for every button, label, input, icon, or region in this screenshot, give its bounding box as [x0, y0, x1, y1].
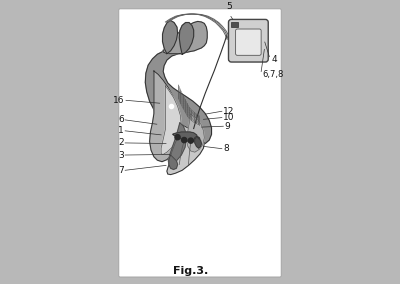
Polygon shape — [150, 71, 181, 162]
Text: 9: 9 — [224, 122, 230, 131]
Bar — [231, 22, 238, 28]
Polygon shape — [173, 132, 198, 141]
Circle shape — [194, 137, 200, 142]
Text: 10: 10 — [223, 113, 234, 122]
Polygon shape — [186, 114, 204, 152]
Polygon shape — [145, 50, 212, 144]
Circle shape — [175, 135, 180, 140]
FancyBboxPatch shape — [119, 9, 281, 277]
Text: 8: 8 — [223, 144, 229, 153]
Text: 7: 7 — [118, 166, 124, 175]
Polygon shape — [163, 21, 207, 54]
Text: 1: 1 — [118, 126, 124, 135]
Polygon shape — [169, 155, 178, 170]
Circle shape — [182, 137, 187, 143]
Polygon shape — [161, 86, 181, 154]
Text: 2: 2 — [118, 138, 124, 147]
FancyBboxPatch shape — [228, 19, 268, 62]
Circle shape — [188, 138, 193, 143]
Text: 3: 3 — [118, 151, 124, 160]
Polygon shape — [195, 137, 202, 148]
Text: 6: 6 — [118, 115, 124, 124]
Text: 6,7,8: 6,7,8 — [262, 70, 283, 79]
FancyBboxPatch shape — [236, 29, 261, 55]
Polygon shape — [179, 23, 194, 54]
Text: 16: 16 — [113, 96, 124, 105]
Text: 5: 5 — [226, 2, 232, 11]
Polygon shape — [167, 125, 204, 175]
Polygon shape — [162, 20, 178, 54]
Polygon shape — [168, 123, 186, 164]
Text: Fig.3.: Fig.3. — [173, 266, 208, 276]
Text: 12: 12 — [223, 107, 234, 116]
Text: 4: 4 — [271, 55, 277, 64]
